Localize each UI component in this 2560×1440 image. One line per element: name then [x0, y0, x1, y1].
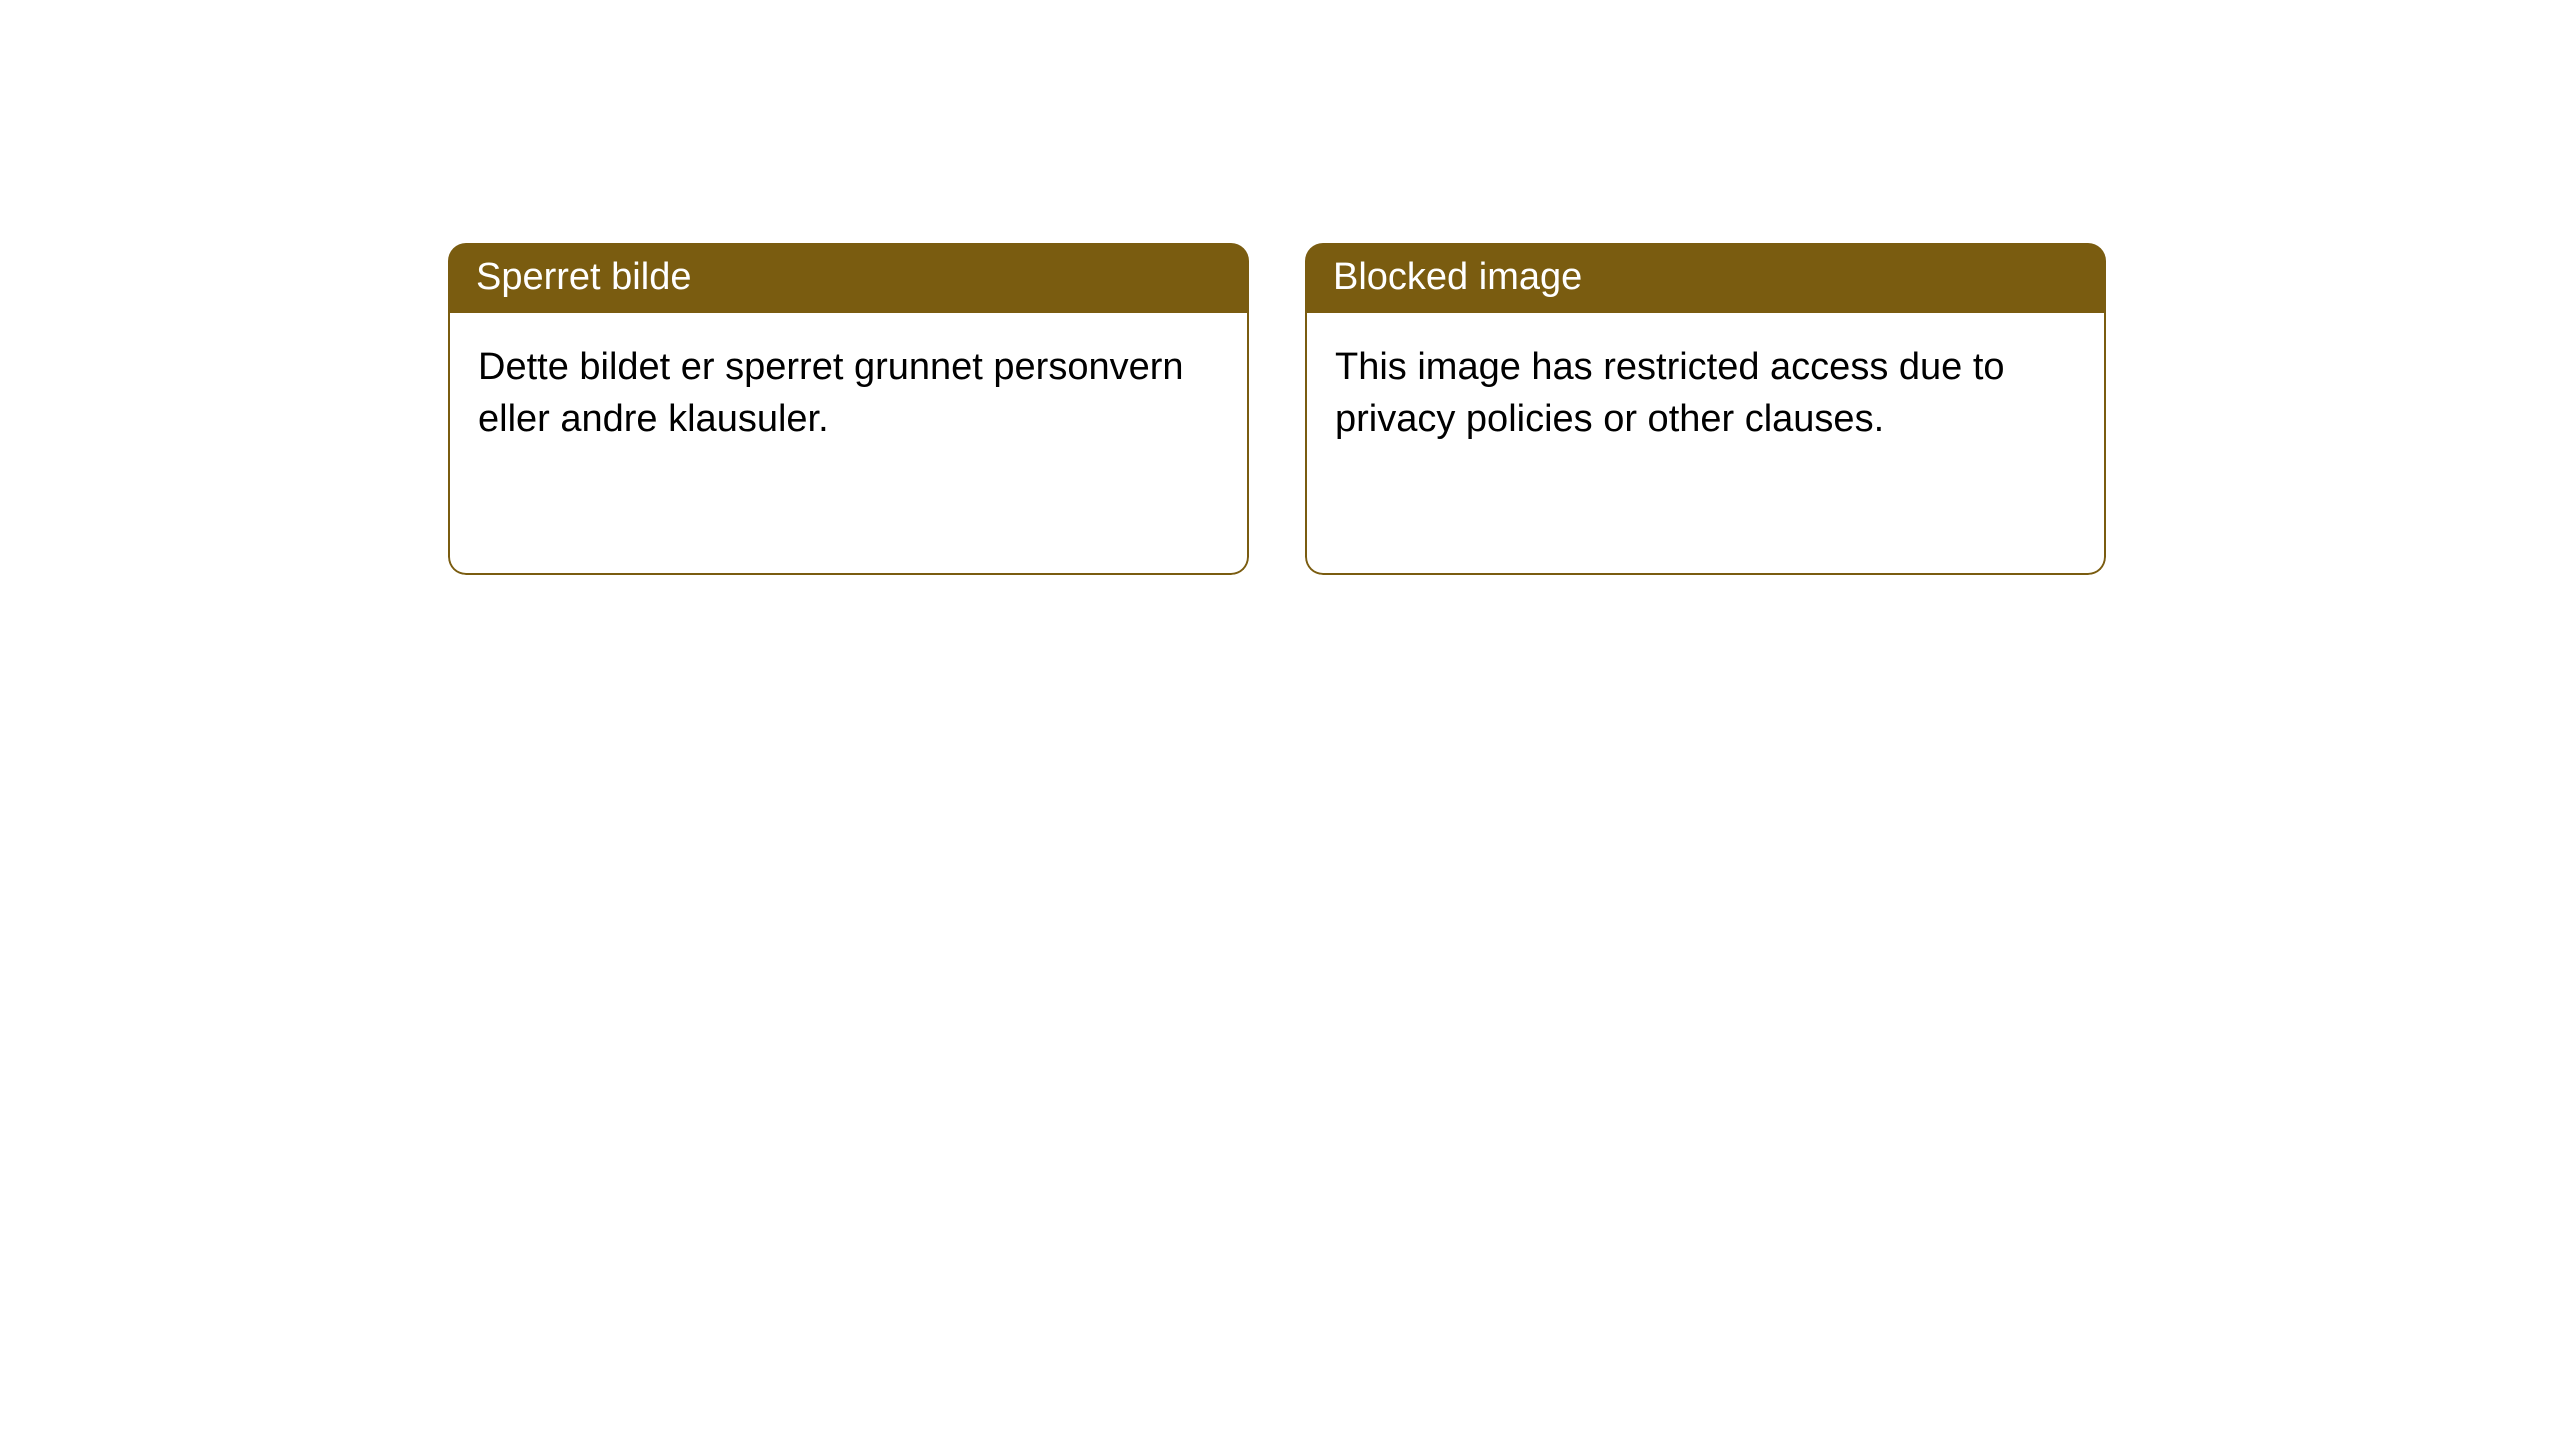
notice-card-no: Sperret bilde Dette bildet er sperret gr…: [448, 243, 1249, 575]
notice-card-body: Dette bildet er sperret grunnet personve…: [448, 313, 1249, 575]
notice-card-title: Sperret bilde: [448, 243, 1249, 313]
notice-card-title: Blocked image: [1305, 243, 2106, 313]
notice-card-body: This image has restricted access due to …: [1305, 313, 2106, 575]
notice-container: Sperret bilde Dette bildet er sperret gr…: [448, 243, 2106, 575]
notice-card-en: Blocked image This image has restricted …: [1305, 243, 2106, 575]
